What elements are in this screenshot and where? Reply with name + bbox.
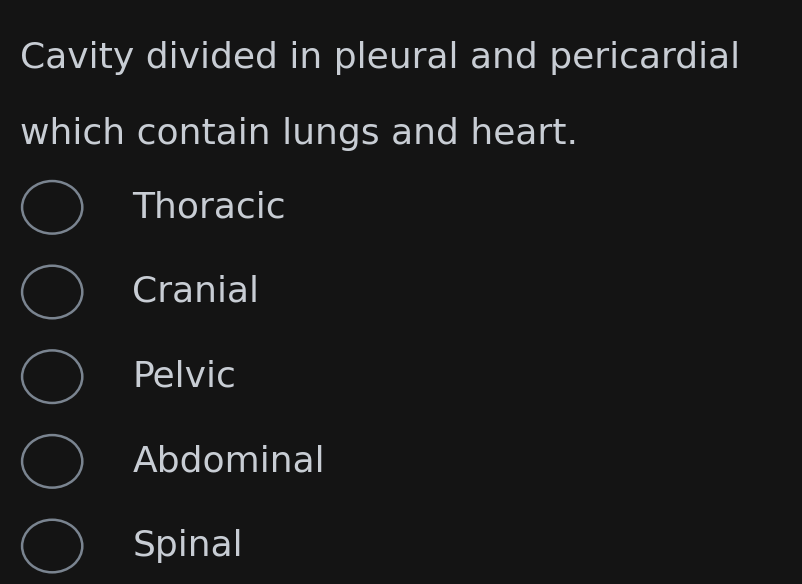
- Ellipse shape: [22, 181, 83, 234]
- Ellipse shape: [22, 266, 83, 318]
- Text: Pelvic: Pelvic: [132, 360, 236, 394]
- Text: which contain lungs and heart.: which contain lungs and heart.: [20, 117, 577, 151]
- Text: Cranial: Cranial: [132, 275, 259, 309]
- Ellipse shape: [22, 520, 83, 572]
- Text: Cavity divided in pleural and pericardial: Cavity divided in pleural and pericardia…: [20, 41, 739, 75]
- Text: Spinal: Spinal: [132, 529, 243, 563]
- Text: Abdominal: Abdominal: [132, 444, 325, 478]
- Ellipse shape: [22, 350, 83, 403]
- Text: Thoracic: Thoracic: [132, 190, 286, 224]
- Ellipse shape: [22, 435, 83, 488]
